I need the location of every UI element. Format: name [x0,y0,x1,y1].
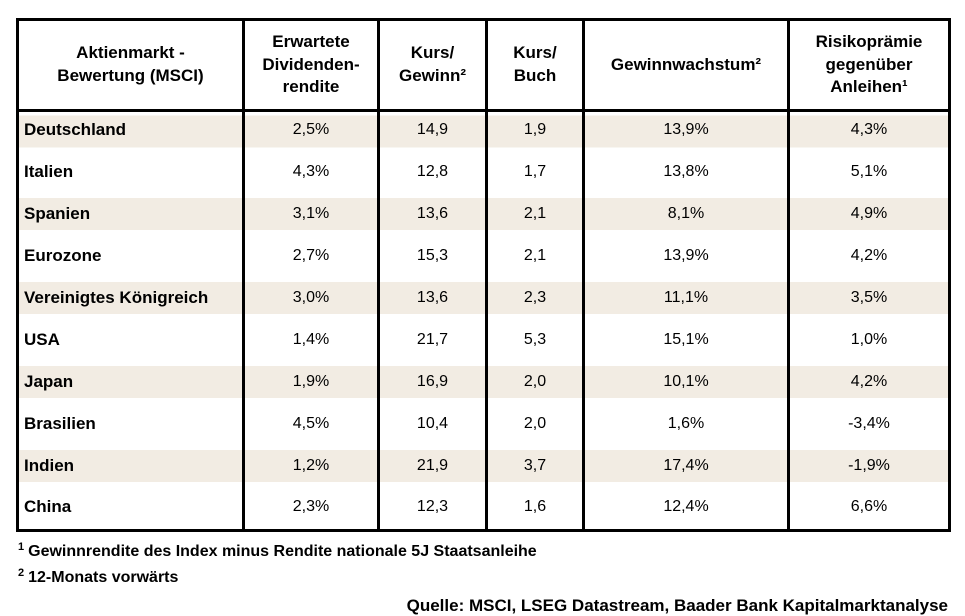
row-label: China [24,496,72,516]
cell-value: 2,7% [242,236,379,279]
header-row: Aktienmarkt - Bewertung (MSCI) Erwartete… [17,19,950,112]
cell-value: 17,4% [582,446,789,489]
cell-value: 4,3% [787,110,950,153]
cell-value: 1,9 [485,110,584,153]
cell-value: 16,9 [377,362,487,405]
table-row: Italien 4,3% 12,8 1,7 13,8% 5,1% [18,152,950,195]
cell-value: 13,8% [582,152,789,195]
cell-value: 2,3% [242,488,379,531]
table-row: Eurozone 2,7% 15,3 2,1 13,9% 4,2% [18,236,950,279]
source-line: Quelle: MSCI, LSEG Datastream, Baader Ba… [406,596,948,615]
footnote-2-marker: 2 [18,566,25,579]
table-row: China 2,3% 12,3 1,6 12,4% 6,6% [18,488,950,531]
cell-value: 1,6 [485,488,584,531]
row-label: Spanien [17,194,244,237]
cell-value: 2,0 [485,362,584,405]
cell-value: 5,1% [787,152,950,195]
footnotes: 1 Gewinnrendite des Index minus Rendite n… [18,539,949,591]
col-header-risikopraemie: Risikoprämie gegenüber Anleihen¹ [787,19,950,112]
cell-value: 14,9 [377,110,487,153]
cell-value: 1,7 [485,152,584,195]
table-row: Deutschland 2,5% 14,9 1,9 13,9% 4,3% [17,110,950,153]
footnote-2: 2 12-Monats vorwärts [18,565,949,591]
cell-value: 5,3 [485,320,584,363]
row-label: Deutschland [17,110,244,153]
cell-value: 3,1% [242,194,379,237]
table-row: USA 1,4% 21,7 5,3 15,1% 1,0% [18,320,950,363]
table-row: Vereinigtes Königreich 3,0% 13,6 2,3 11,1% 3,… [17,278,950,321]
row-label: Japan [17,362,244,405]
cell-value: 21,7 [377,320,487,363]
cell-value: 6,6% [787,488,950,531]
cell-value: 4,2% [787,362,950,405]
cell-value: -1,9% [787,446,950,489]
col-header-aktienmarkt: Aktienmarkt - Bewertung (MSCI) [17,19,244,112]
table-row: Japan 1,9% 16,9 2,0 10,1% 4,2% [17,362,950,405]
cell-value: 13,6 [377,194,487,237]
cell-value: 15,1% [582,320,789,363]
row-label: Vereinigtes Königreich [17,278,244,321]
cell-value: 4,3% [242,152,379,195]
cell-value: 13,6 [377,278,487,321]
cell-value: 12,3 [377,488,487,531]
table-body: Deutschland 2,5% 14,9 1,9 13,9% 4,3% Italien 4,… [17,110,950,531]
cell-value: 1,4% [242,320,379,363]
cell-value: 2,1 [485,236,584,279]
cell-value: 13,9% [582,236,789,279]
msci-valuation-table: Aktienmarkt - Bewertung (MSCI) Erwartete… [16,18,951,532]
cell-value: 21,9 [377,446,487,489]
row-label: USA [24,329,60,349]
cell-value: 10,1% [582,362,789,405]
table-row: Brasilien 4,5% 10,4 2,0 1,6% -3,4% [18,404,950,447]
cell-value: 1,2% [242,446,379,489]
cell-value: 8,1% [582,194,789,237]
cell-value: 13,9% [582,110,789,153]
footnote-2-text: 12-Monats vorwärts [28,569,179,586]
cell-value: 4,2% [787,236,950,279]
col-header-gewinnwachstum: Gewinnwachstum² [582,19,789,112]
cell-value: 10,4 [377,404,487,447]
cell-value: 15,3 [377,236,487,279]
cell-value: 4,9% [787,194,950,237]
row-label: Italien [24,161,74,181]
footnote-1: 1 Gewinnrendite des Index minus Rendite n… [18,539,949,565]
footnote-1-text: Gewinnrendite des Index minus Rendite na… [28,543,537,560]
cell-value: -3,4% [787,404,950,447]
cell-value: 3,5% [787,278,950,321]
cell-value: 1,9% [242,362,379,405]
col-header-dividendenrendite: Erwartete Dividenden- rendite [242,19,379,112]
cell-value: 2,0 [485,404,584,447]
cell-value: 3,7 [485,446,584,489]
cell-value: 3,0% [242,278,379,321]
row-label: Eurozone [24,245,102,265]
cell-value: 2,1 [485,194,584,237]
cell-value: 1,6% [582,404,789,447]
row-label: Brasilien [24,413,96,433]
cell-value: 2,5% [242,110,379,153]
footnote-1-marker: 1 [18,540,25,553]
table-row: Indien 1,2% 21,9 3,7 17,4% -1,9% [17,446,950,489]
cell-value: 11,1% [582,278,789,321]
cell-value: 12,4% [582,488,789,531]
row-label: Indien [17,446,244,489]
cell-value: 1,0% [787,320,950,363]
cell-value: 2,3 [485,278,584,321]
cell-value: 4,5% [242,404,379,447]
table-row: Spanien 3,1% 13,6 2,1 8,1% 4,9% [17,194,950,237]
col-header-kurs-gewinn: Kurs/ Gewinn² [377,19,487,112]
col-header-kurs-buch: Kurs/ Buch [485,19,584,112]
cell-value: 12,8 [377,152,487,195]
